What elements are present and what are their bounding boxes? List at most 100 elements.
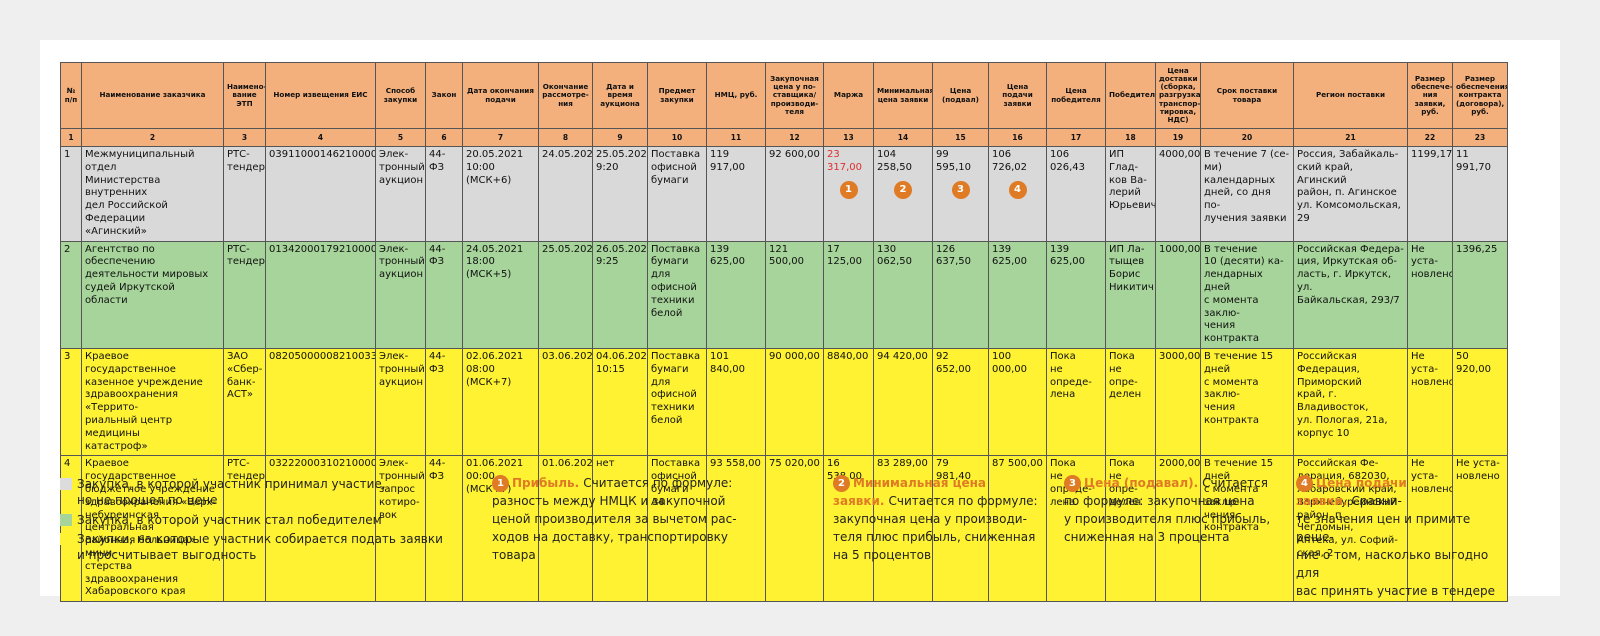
column-number: 21 (1293, 128, 1408, 147)
table-cell: 106 726,02 4 (988, 146, 1047, 242)
cell-text: 17 125,00 (827, 243, 862, 268)
table-cell: 24.05.2021 (538, 146, 593, 242)
table-cell: ИП Ла- тыщев Борис Никитич (1105, 240, 1156, 349)
note-text: Сравни- те значения цен и примите реше- … (1296, 494, 1495, 598)
table-cell: В течение 7 (се- ми) календарных дней, с… (1200, 146, 1294, 242)
cell-text: 3 (64, 350, 71, 362)
table-cell: 25.05.2021 9:20 (592, 146, 648, 242)
cell-text: Российская Федера- ция, Иркутская об- ла… (1297, 243, 1404, 306)
table-cell: 01.06.2021 (538, 455, 593, 603)
column-number: 14 (873, 128, 933, 147)
table-cell: 26.05.2021 9:25 (592, 240, 648, 349)
table-cell: 44-ФЗ (425, 240, 463, 349)
header-cell: Закон (425, 62, 463, 129)
column-number: 9 (592, 128, 648, 147)
cell-text: 44-ФЗ (429, 149, 446, 173)
table-cell: 3000,00 (1155, 347, 1201, 457)
legend-swatch (60, 514, 72, 526)
table-cell: Не уста- новлено (1407, 347, 1453, 457)
header-cell: Цена победителя (1046, 62, 1106, 129)
column-number: 15 (932, 128, 989, 147)
cell-text: Агентство по обеспечению деятельности ми… (85, 243, 209, 306)
cell-text: 02.06.2021 08:00 (МСК+7) (466, 350, 524, 388)
cell-text: 26.05.2021 9:25 (596, 243, 647, 268)
cell-text: 2 (64, 243, 71, 255)
legend-item: Закупка, в которой участник принимал уча… (60, 476, 386, 508)
table-cell: 126 637,50 (932, 240, 989, 349)
table-cell: 3 (60, 347, 82, 457)
cell-text: 11 991,70 (1456, 149, 1491, 173)
table-cell: 44-ФЗ (425, 146, 463, 242)
header-cell: Номер извещения ЕИС (265, 62, 376, 129)
note-number: 1 (492, 475, 509, 492)
column-number: 16 (988, 128, 1047, 147)
table-cell: нет (592, 455, 648, 603)
cell-text: Поставка офисной бумаги (651, 149, 701, 186)
cell-text: 1396,25 (1456, 243, 1498, 255)
note: 2 Минимальная цена заявки. Считается по фо… (833, 474, 1048, 564)
header-cell: Регион поставки (1293, 62, 1408, 129)
column-number: 5 (375, 128, 426, 147)
cell-text: Не уста- новлено (1411, 243, 1453, 281)
cell-text: 99 595,10 (936, 149, 971, 173)
column-number: 20 (1200, 128, 1294, 147)
cell-text: 119 917,00 (710, 149, 745, 173)
table-cell: Российская Федерация, Приморский край, г… (1293, 347, 1408, 457)
table-row: 3 Краевое государственное казенное учрежд… (60, 347, 1508, 457)
cell-text: 44-ФЗ (429, 458, 446, 483)
number-row: 1 2 3 4 5 6 7 8 9 10 11 12 13 14 15 16 17 18 19 20 21 22 23 (60, 128, 1508, 147)
cell-text: 106 026,43 (1050, 149, 1085, 173)
header-cell: Срок поставки товара (1200, 62, 1294, 129)
legend-item: Закупка, в которой участник стал победит… (60, 512, 382, 528)
table-cell: 17 125,00 (823, 240, 874, 349)
cell-text: нет (596, 458, 615, 470)
column-number: 7 (462, 128, 539, 147)
table-cell: Пока не опреде- лена (1046, 455, 1106, 603)
column-number: 13 (823, 128, 874, 147)
cell-text: 01.06.2021 (542, 458, 593, 470)
table-cell: Элек- тронный аукцион (375, 240, 426, 349)
cell-text: 44-ФЗ (429, 243, 446, 268)
cell-text: 01.06.2021 00:00 (МСК+7) (466, 458, 524, 495)
cell-text: 139 625,00 (710, 243, 745, 268)
table-cell: 44-ФЗ (425, 455, 463, 603)
table-cell: 0134200017921000001 (265, 240, 376, 349)
cell-text: 3000,00 (1159, 350, 1201, 362)
cell-text: 79 981,40 (936, 458, 971, 483)
table-cell: 2000,00 (1155, 455, 1201, 603)
table-cell: 23 317,00 1 (823, 146, 874, 242)
cell-text: 87 500,00 (992, 458, 1043, 470)
table-cell: Элек- тронный аукцион (375, 146, 426, 242)
header-cell: Минимальная цена заявки (873, 62, 933, 129)
cell-text: Пока не опре- делен (1109, 458, 1142, 508)
cell-text: 0134200017921000001 (269, 243, 375, 255)
table-cell: 25.05.2021 (538, 240, 593, 349)
cell-text: 94 420,00 (877, 350, 928, 362)
table-cell: 02.06.2021 08:00 (МСК+7) (462, 347, 539, 457)
table-cell: Пока не опреде- лена (1046, 347, 1106, 457)
table-cell: 0820500000821003394 (265, 347, 376, 457)
table-cell: 4 (60, 455, 82, 603)
cell-text: 1 (64, 149, 71, 160)
table-cell: 139 625,00 (1046, 240, 1106, 349)
cell-text: 2000,00 (1159, 458, 1201, 470)
cell-text: Элек- тронный аукцион (379, 149, 425, 186)
cell-text: 126 637,50 (936, 243, 971, 268)
cell-text: ИП Ла- тыщев Борис Никитич (1109, 243, 1154, 293)
table-cell: ЗАО «Сбер- банк- АСТ» (223, 347, 266, 457)
cell-text: В течение 15 дней с момента заклю- чения… (1204, 350, 1274, 426)
legend-text: Закупка, в которой участник принимал уча… (77, 477, 386, 507)
cell-text: 92 600,00 (769, 149, 820, 160)
table-cell: 104 258,50 2 (873, 146, 933, 242)
header-cell: НМЦ, руб. (706, 62, 766, 129)
cell-text: РТС- тендер (227, 458, 265, 483)
cell-text: Поставка бумаги для офисной техники бело… (651, 243, 701, 319)
cell-text: РТС- тендер (227, 149, 265, 173)
table-cell: 4000,00 (1155, 146, 1201, 242)
table-cell: ИП Глад- ков Ва- лерий Юрьевич (1105, 146, 1156, 242)
table-cell: Не уста- новлено (1407, 240, 1453, 349)
cell-text: 04.06.2021 10:15 (596, 350, 647, 375)
table-cell: 79 981,40 (932, 455, 989, 603)
cell-text: Межмуниципальный отдел Министерства внут… (85, 149, 195, 237)
cell-text: 24.05.2021 18:00 (МСК+5) (466, 243, 524, 281)
